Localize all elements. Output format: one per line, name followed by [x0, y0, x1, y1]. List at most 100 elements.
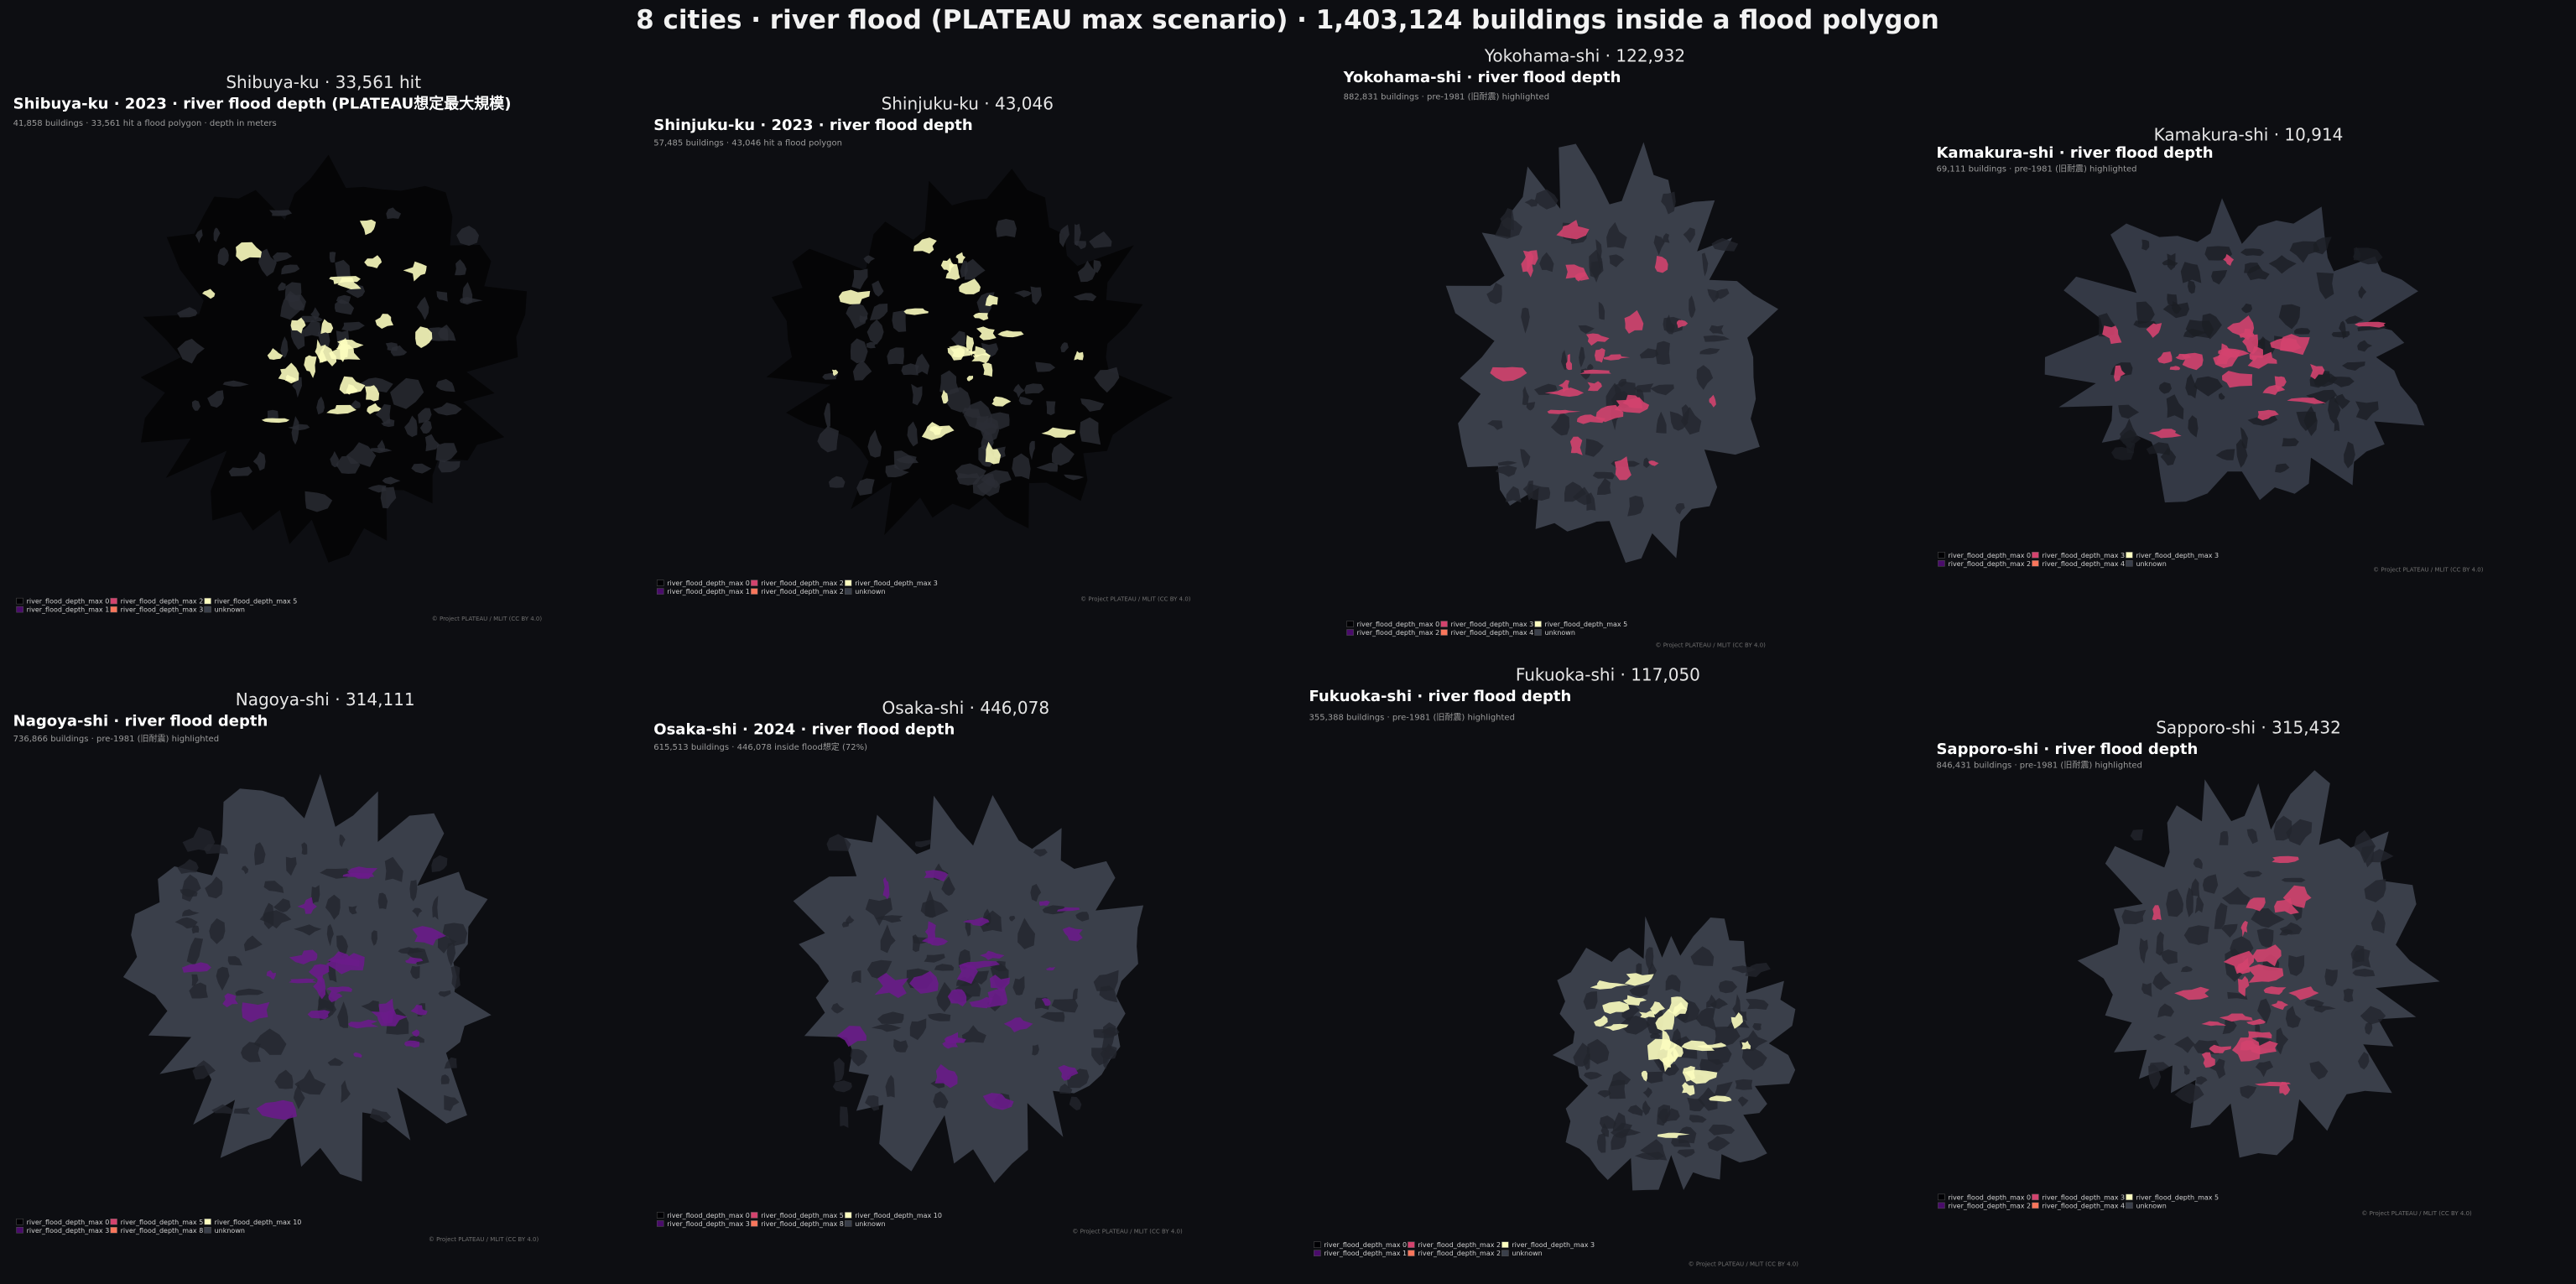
- flood-zone: [942, 1037, 959, 1049]
- legend-swatch: [2126, 552, 2133, 559]
- flood-zone: [982, 1093, 1014, 1110]
- building-cluster: [1009, 916, 1016, 922]
- legend-swatch: [16, 1227, 23, 1234]
- building-cluster: [885, 1074, 895, 1098]
- flood-zone: [1574, 272, 1586, 282]
- building-cluster: [192, 1060, 216, 1080]
- flood-zone: [962, 917, 990, 927]
- flood-zone: [2274, 897, 2299, 915]
- flood-zone: [326, 404, 356, 414]
- legend-label: unknown: [215, 606, 245, 614]
- flood-zone: [256, 1099, 297, 1120]
- building-cluster: [209, 918, 226, 944]
- building-cluster: [263, 881, 284, 893]
- building-cluster: [263, 902, 274, 929]
- building-cluster: [2353, 247, 2361, 261]
- flood-zone: [959, 278, 981, 294]
- building-cluster: [2278, 304, 2301, 330]
- building-cluster: [1042, 905, 1069, 915]
- building-cluster: [2222, 1019, 2237, 1034]
- flood-zone: [2279, 1082, 2291, 1096]
- building-cluster: [435, 378, 455, 392]
- flood-zone: [913, 237, 937, 254]
- building-cluster: [828, 476, 846, 488]
- building-cluster: [965, 919, 971, 937]
- flood-zone: [989, 975, 1010, 993]
- building-cluster: [996, 219, 1017, 237]
- legend-label: river_flood_depth_max 3: [27, 1227, 110, 1235]
- building-cluster: [1645, 947, 1654, 971]
- flood-zone: [976, 326, 997, 340]
- legend-label: river_flood_depth_max 4: [2042, 560, 2125, 568]
- flood-zone: [2152, 905, 2162, 921]
- building-cluster: [2313, 1006, 2336, 1013]
- building-cluster: [1675, 503, 1685, 515]
- flood-zone: [941, 389, 949, 404]
- legend-swatch: [750, 1212, 758, 1219]
- flood-zone: [839, 289, 871, 304]
- building-cluster: [1521, 307, 1530, 334]
- flood-zone: [1490, 366, 1527, 382]
- legend-label: river_flood_depth_max 3: [121, 606, 204, 614]
- building-cluster: [436, 291, 448, 302]
- flood-zone: [2280, 334, 2310, 356]
- map-panel: Osaka-shi · 446,078 Osaka-shi · 2024 · ri…: [653, 698, 1183, 1235]
- building-cluster: [1689, 295, 1696, 319]
- main-title: 8 cities · river flood (PLATEAU max scen…: [636, 5, 1939, 35]
- legend-swatch: [1938, 560, 1945, 567]
- panel-heading: Kamakura-shi · 10,914: [2154, 125, 2344, 145]
- flood-zone: [1587, 381, 1602, 392]
- building-cluster: [2180, 965, 2193, 972]
- building-cluster: [1035, 361, 1056, 372]
- building-cluster: [1584, 1072, 1603, 1080]
- panel-subtitle: 41,858 buildings · 33,561 hit a flood po…: [13, 119, 277, 128]
- building-cluster: [288, 424, 310, 431]
- legend-swatch: [110, 1227, 117, 1234]
- building-cluster: [438, 460, 461, 473]
- building-cluster: [222, 380, 249, 387]
- building-cluster: [852, 360, 872, 381]
- legend-label: river_flood_depth_max 3: [2042, 1193, 2125, 1201]
- building-cluster: [1642, 1087, 1652, 1099]
- building-cluster: [1500, 208, 1514, 231]
- legend-swatch: [1938, 1193, 1945, 1201]
- building-cluster: [856, 478, 875, 496]
- building-cluster: [2358, 1052, 2370, 1070]
- building-cluster: [2360, 845, 2375, 868]
- building-cluster: [846, 915, 855, 924]
- flood-zone: [313, 975, 325, 1000]
- map-panel: Shinjuku-ku · 43,046 Shinjuku-ku · 2023 ·…: [653, 93, 1191, 602]
- building-cluster: [2282, 438, 2299, 447]
- flood-zone: [1648, 460, 1659, 466]
- building-cluster: [409, 880, 418, 902]
- legend-swatch: [656, 588, 664, 595]
- building-cluster: [2193, 858, 2203, 870]
- flood-zone: [1682, 1082, 1695, 1096]
- panel-heading: Osaka-shi · 446,078: [882, 698, 1050, 718]
- legend-label: river_flood_depth_max 5: [121, 1219, 204, 1226]
- flood-zone: [2247, 964, 2284, 983]
- building-cluster: [887, 347, 904, 365]
- flood-zone: [987, 989, 1007, 1008]
- building-cluster: [1656, 411, 1667, 434]
- legend-swatch: [204, 1227, 211, 1234]
- panel-title: Fukuoka-shi · river flood depth: [1309, 688, 1572, 705]
- flood-zone: [1654, 256, 1668, 273]
- flood-zone: [2247, 351, 2277, 369]
- building-cluster: [1653, 235, 1665, 256]
- building-cluster: [330, 450, 339, 468]
- flood-zone: [278, 362, 299, 384]
- building-cluster: [2119, 429, 2141, 450]
- flood-zone: [1062, 927, 1083, 942]
- building-cluster: [2180, 262, 2202, 283]
- flood-zone: [2246, 897, 2266, 912]
- building-cluster: [2152, 971, 2172, 990]
- flood-zone: [1586, 333, 1610, 346]
- flood-zone: [949, 345, 977, 358]
- flood-zone: [2237, 975, 2250, 997]
- building-cluster: [1598, 301, 1605, 320]
- building-cluster: [1689, 1115, 1707, 1123]
- flood-zone: [2226, 315, 2255, 340]
- building-cluster: [2160, 447, 2177, 466]
